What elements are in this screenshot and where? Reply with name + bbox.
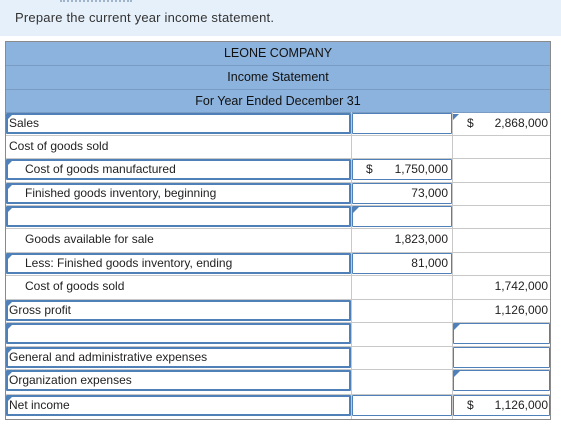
statement-period: For Year Ended December 31: [6, 90, 550, 113]
net-income-mid-input[interactable]: [352, 395, 452, 416]
income-statement-worksheet: LEONE COMPANY Income Statement For Year …: [5, 41, 551, 420]
dotted-separator: [60, 0, 132, 2]
fg-begin-input[interactable]: [352, 183, 452, 204]
ga-expenses-input[interactable]: [453, 347, 550, 368]
org-expenses-label-field[interactable]: [6, 370, 351, 391]
dropdown-marker-icon: [7, 114, 13, 120]
statement-title: Income Statement: [6, 66, 550, 89]
sales-label: Sales: [9, 116, 40, 130]
ga-expenses-label: General and administrative expenses: [9, 350, 208, 364]
dropdown-marker-icon: [7, 254, 13, 260]
gross-profit-value: 1,126,000: [494, 303, 548, 317]
sales-dollar-sign: $: [467, 116, 474, 130]
dropdown-marker-icon: [7, 207, 13, 213]
org-expenses-label: Organization expenses: [9, 373, 132, 387]
gross-profit-label: Gross profit: [9, 303, 72, 317]
fg-end-input[interactable]: [352, 253, 452, 274]
gross-profit-label-field[interactable]: [6, 300, 351, 321]
dropdown-marker-icon: [7, 396, 13, 402]
dropdown-marker-icon: [7, 160, 13, 166]
blank-label-field-1[interactable]: [6, 206, 351, 227]
fg-begin-label: Finished goods inventory, beginning: [25, 186, 217, 200]
net-income-label: Net income: [9, 398, 70, 412]
net-income-value[interactable]: 1,126,000: [494, 398, 548, 412]
sales-mid-input[interactable]: [352, 113, 452, 134]
sales-value[interactable]: 2,868,000: [494, 116, 548, 130]
goods-available-label: Goods available for sale: [25, 232, 154, 246]
dropdown-marker-icon: [7, 371, 13, 377]
net-income-dollar-sign: $: [467, 398, 474, 412]
dropdown-marker-icon: [7, 324, 13, 330]
org-expenses-input[interactable]: [453, 370, 550, 391]
fg-begin-label-field[interactable]: [6, 183, 351, 204]
dropdown-marker-icon: [7, 184, 13, 190]
net-income-input[interactable]: [453, 395, 550, 416]
dropdown-marker-icon: [7, 301, 13, 307]
cogs-heading-label: Cost of goods sold: [9, 139, 109, 153]
company-name: LEONE COMPANY: [6, 42, 550, 65]
dropdown-marker-icon: [454, 324, 460, 330]
dropdown-marker-icon: [454, 371, 460, 377]
cogm-input[interactable]: [352, 159, 452, 180]
cogm-value[interactable]: 1,750,000: [394, 162, 448, 176]
goods-available-value: 1,823,000: [394, 232, 448, 246]
net-income-label-field[interactable]: [6, 395, 351, 416]
fg-begin-value[interactable]: 73,000: [411, 186, 448, 200]
cogm-label: Cost of goods manufactured: [25, 162, 176, 176]
fg-end-value[interactable]: 81,000: [411, 256, 448, 270]
instruction-text: Prepare the current year income statemen…: [15, 10, 275, 25]
cogs-total-value: 1,742,000: [494, 279, 548, 293]
instruction-band: Prepare the current year income statemen…: [0, 0, 561, 36]
dropdown-marker-icon: [353, 207, 359, 213]
cogm-label-field[interactable]: [6, 159, 351, 180]
ga-expenses-label-field[interactable]: [6, 347, 351, 368]
dropdown-marker-icon: [453, 114, 459, 120]
dropdown-marker-icon: [7, 348, 13, 354]
cogm-dollar-sign: $: [366, 162, 373, 176]
blank-label-field-2[interactable]: [6, 323, 351, 344]
sales-label-field[interactable]: [6, 113, 351, 134]
blank-input-2[interactable]: [453, 323, 550, 344]
fg-end-label: Less: Finished goods inventory, ending: [25, 256, 233, 270]
blank-input-1[interactable]: [352, 206, 452, 227]
cogs-total-label: Cost of goods sold: [25, 279, 125, 293]
fg-end-label-field[interactable]: [6, 253, 351, 274]
